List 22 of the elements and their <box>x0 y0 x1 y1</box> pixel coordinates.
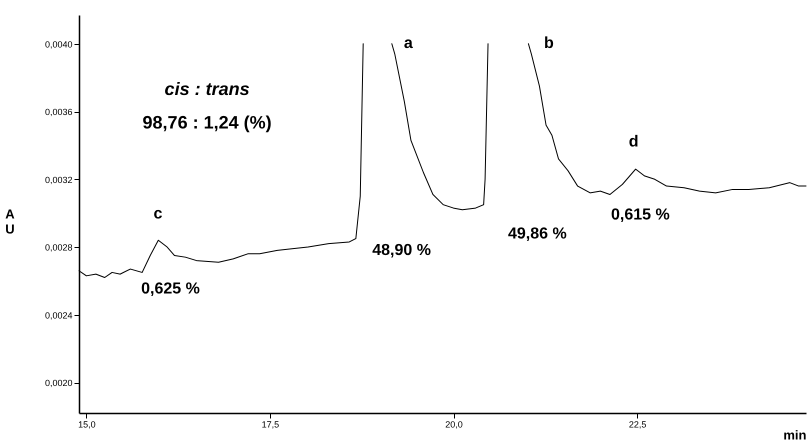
x-tick-label: 17,5 <box>262 420 280 430</box>
x-axis-title: min <box>783 428 807 442</box>
y-tick-label: 0,0036 <box>44 107 72 118</box>
annotation: a <box>404 34 413 52</box>
x-tick-label: 20,0 <box>445 420 463 430</box>
annotation: 48,90 % <box>372 242 431 259</box>
x-tick-label: 15,0 <box>78 420 96 430</box>
annotation: cis : trans <box>164 78 250 99</box>
annotation: c <box>154 206 163 223</box>
y-tick-label: 0,0020 <box>44 378 72 388</box>
y-axis-title: AU <box>5 206 16 236</box>
annotation: 49,86 % <box>508 226 567 243</box>
annotation: b <box>544 34 554 52</box>
y-tick-label: 0,0040 <box>44 39 72 50</box>
annotation: 0,625 % <box>141 280 200 298</box>
y-tick-label: 0,0028 <box>44 242 72 253</box>
y-tick-label: 0,0032 <box>44 174 72 185</box>
y-tick-label: 0,0024 <box>44 310 72 320</box>
annotation: 98,76 : 1,24 (%) <box>142 112 272 132</box>
x-tick-label: 22,5 <box>628 420 646 430</box>
annotation: 0,615 % <box>611 206 670 224</box>
annotation: d <box>628 134 639 151</box>
